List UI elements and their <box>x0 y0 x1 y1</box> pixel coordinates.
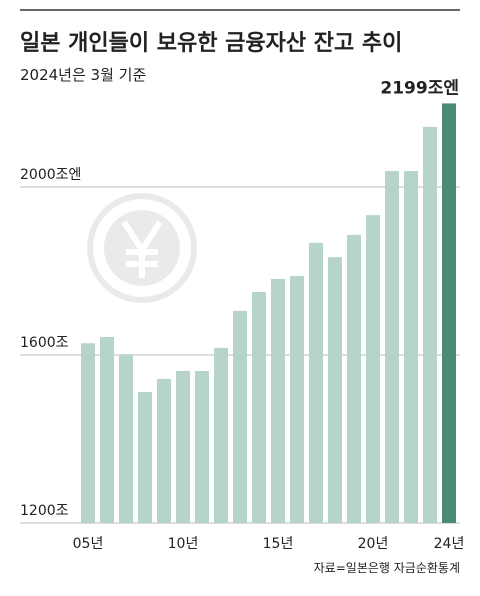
chart-subtitle: 2024년은 3월 기준 <box>20 66 146 84</box>
bar <box>233 310 247 523</box>
bar <box>309 242 323 524</box>
bar <box>347 234 361 523</box>
bar <box>195 370 209 523</box>
bar <box>385 171 399 524</box>
x-tick-label: 24년 <box>434 536 465 552</box>
bar <box>423 126 437 523</box>
bar <box>176 370 190 523</box>
value-label: 2199조엔 <box>380 78 459 98</box>
bar <box>119 354 133 523</box>
bar <box>252 292 266 523</box>
x-tick-label: 20년 <box>358 536 389 552</box>
yen-icon <box>87 193 197 303</box>
y-tick-label: 1200조 <box>20 503 69 519</box>
bar <box>81 343 95 523</box>
x-tick-label: 05년 <box>73 536 104 552</box>
bar <box>214 347 228 523</box>
y-tick-label: 1600조 <box>20 335 69 351</box>
source: 자료=일본은행 자금순환통계 <box>314 560 460 575</box>
bar <box>138 391 152 523</box>
bar <box>290 276 304 523</box>
x-tick-label: 15년 <box>263 536 294 552</box>
y-tick-label: 2000조엔 <box>20 167 81 183</box>
bar <box>100 336 114 523</box>
bar <box>157 378 171 523</box>
chart-title: 일본 개인들이 보유한 금융자산 잔고 추이 <box>20 31 402 56</box>
bar <box>404 171 418 524</box>
bar <box>366 215 380 523</box>
x-tick-label: 10년 <box>168 536 199 552</box>
bar <box>271 278 285 523</box>
bar <box>328 257 342 523</box>
bar <box>442 103 456 524</box>
